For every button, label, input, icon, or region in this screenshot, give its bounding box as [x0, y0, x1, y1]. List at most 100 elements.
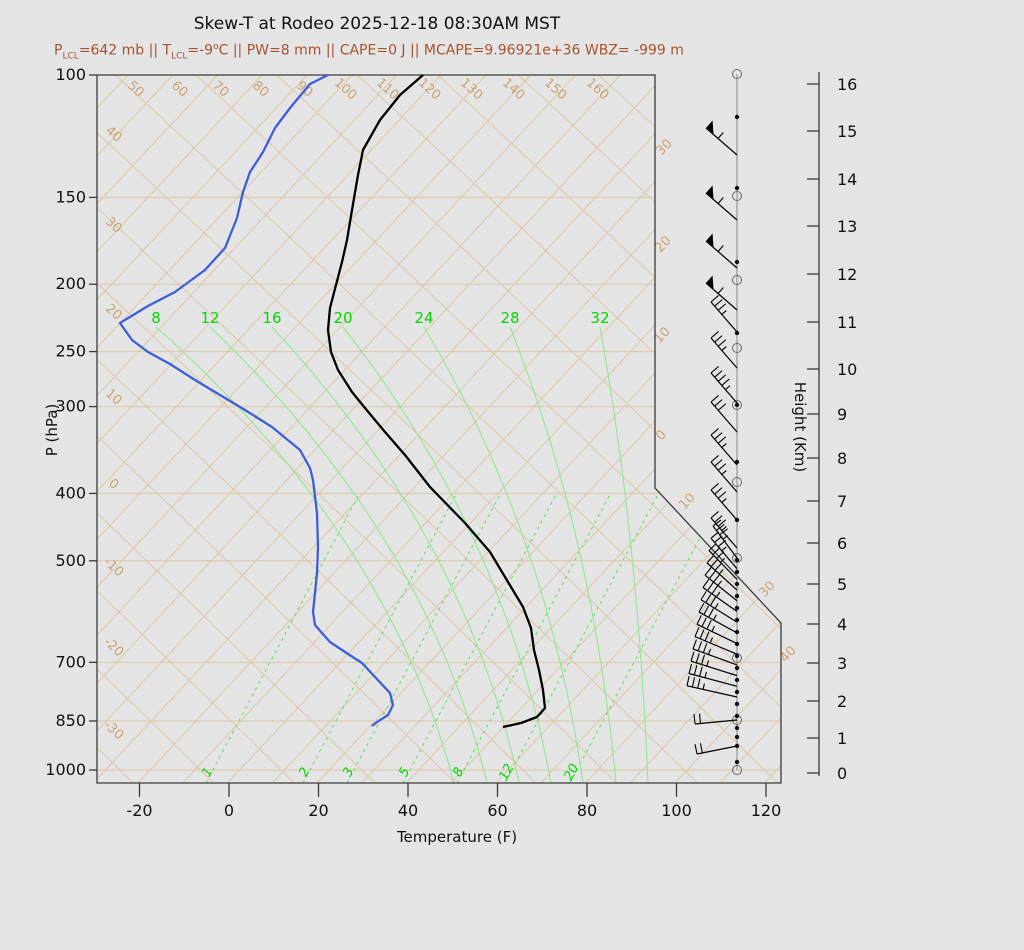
- isotherm-line: [0, 75, 83, 783]
- pressure-tick-label: 850: [55, 711, 86, 730]
- height-tick-label: 10: [837, 360, 857, 379]
- height-tick-label: 6: [837, 534, 847, 553]
- moist-adiabat-label: 24: [414, 309, 433, 327]
- isotherm-label: 20: [652, 233, 674, 255]
- height-tick-label: 5: [837, 575, 847, 594]
- dry-adiabat-line: [841, 75, 1024, 783]
- dry-adiabat-line: [598, 75, 781, 783]
- wind-barb: [686, 675, 738, 698]
- isotherm-line: [97, 75, 174, 783]
- temperature-tick-label: 80: [577, 801, 597, 820]
- isotherm-line: [97, 75, 308, 783]
- mixing-ratio-label: 1: [199, 765, 216, 779]
- isotherm-line: [97, 75, 263, 783]
- wind-barb-column: [686, 69, 742, 775]
- temperature-tick-label: 60: [487, 801, 507, 820]
- dry-adiabat-label: -30: [100, 718, 126, 743]
- wind-level-dot: [734, 330, 740, 336]
- dry-adiabat-line: [97, 75, 456, 783]
- dry-adiabat-line: [518, 75, 781, 783]
- isotherm-line: [97, 75, 755, 783]
- dry-adiabat-label: 50: [124, 78, 146, 100]
- isotherm-line: [316, 75, 781, 783]
- height-tick-label: 16: [837, 75, 857, 94]
- wind-level-dot: [734, 734, 740, 740]
- wind-level-circle: [732, 69, 742, 79]
- pressure-tick-label: 100: [55, 65, 86, 84]
- temperature-tick-label: 120: [751, 801, 782, 820]
- temperature-tick-label: 100: [661, 801, 692, 820]
- moist-adiabat-line: [342, 326, 552, 783]
- moist-adiabat-line: [209, 326, 488, 783]
- moist-adiabat-label: 28: [500, 309, 519, 327]
- height-tick-label: 12: [837, 265, 857, 284]
- pressure-axis: 100 150 200 250 300 400 500 700 850 1000 P (hPa): [43, 65, 97, 779]
- moist-adiabat-line: [271, 326, 520, 783]
- isotherm-line: [97, 75, 218, 783]
- moist-adiabat-label: 20: [333, 309, 352, 327]
- plot-border: [96, 74, 782, 784]
- height-tick-label: 15: [837, 122, 857, 141]
- isotherm-line: [97, 75, 621, 783]
- temperature-tick-label: 40: [398, 801, 418, 820]
- wind-barb: [698, 603, 738, 634]
- dry-adiabat-line: [115, 75, 781, 783]
- moist-adiabat-label: 12: [200, 309, 219, 327]
- dry-adiabat-label: 70: [209, 78, 231, 100]
- moist-adiabat-line: [509, 326, 617, 783]
- height-tick-label: 3: [837, 654, 847, 673]
- wind-level-dot: [734, 402, 740, 408]
- pressure-tick-label: 400: [55, 483, 86, 502]
- moist-adiabat-label: 32: [590, 309, 609, 327]
- wind-level-circle: [732, 400, 742, 410]
- isotherm-line: [629, 75, 781, 783]
- height-tick-label: 14: [837, 170, 857, 189]
- dry-adiabat-line: [97, 75, 376, 783]
- isotherm-line: [495, 75, 781, 783]
- height-tick-label: 1: [837, 729, 847, 748]
- wind-barb-pennant: [705, 233, 738, 269]
- dry-adiabat-label: 10: [102, 386, 124, 408]
- mixing-ratio-label: 12: [496, 762, 517, 784]
- height-axis-title: Height (Km): [791, 382, 809, 473]
- moist-adiabat-line: [423, 326, 584, 783]
- dry-adiabat-line: [437, 75, 781, 783]
- wind-level-dot: [734, 725, 740, 731]
- wind-level-dot: [734, 581, 740, 587]
- wind-level-dot: [734, 701, 740, 707]
- mixing-ratio-line: [569, 492, 725, 783]
- moist-adiabat-line: [599, 326, 649, 783]
- wind-barb: [710, 331, 738, 369]
- dry-adiabat-line: [97, 75, 698, 783]
- height-tick-label: 13: [837, 217, 857, 236]
- height-tick-label: 9: [837, 405, 847, 424]
- wind-barb: [710, 531, 738, 570]
- dry-adiabat-label: 20: [102, 301, 124, 323]
- wind-level-dot: [734, 629, 740, 635]
- isotherm-label: 10: [676, 490, 698, 512]
- wind-level-circle: [732, 275, 742, 285]
- wind-barb: [693, 713, 738, 725]
- wind-level-circle: [732, 765, 742, 775]
- wind-barb: [710, 295, 738, 333]
- wind-barb: [694, 627, 738, 655]
- isotherm-line: [97, 75, 353, 783]
- isotherm-label: 30: [756, 578, 778, 600]
- moist-adiabat-label: 16: [262, 309, 281, 327]
- wind-level-dot: [734, 689, 740, 695]
- dry-adiabat-label: 160: [583, 76, 611, 104]
- moist-adiabat-line: [155, 326, 455, 783]
- wind-barb: [710, 366, 738, 404]
- wind-barb: [710, 428, 738, 466]
- dry-adiabat-line: [97, 75, 214, 783]
- dry-adiabat-label: 100: [331, 76, 359, 104]
- background-lines: [0, 75, 1024, 783]
- dry-adiabat-label: 0: [105, 476, 121, 493]
- mixing-ratio-label: 20: [561, 762, 582, 784]
- wind-level-dot: [734, 593, 740, 599]
- pressure-tick-label: 500: [55, 551, 86, 570]
- wind-barb: [702, 578, 738, 612]
- temperature-curve: [326, 74, 547, 729]
